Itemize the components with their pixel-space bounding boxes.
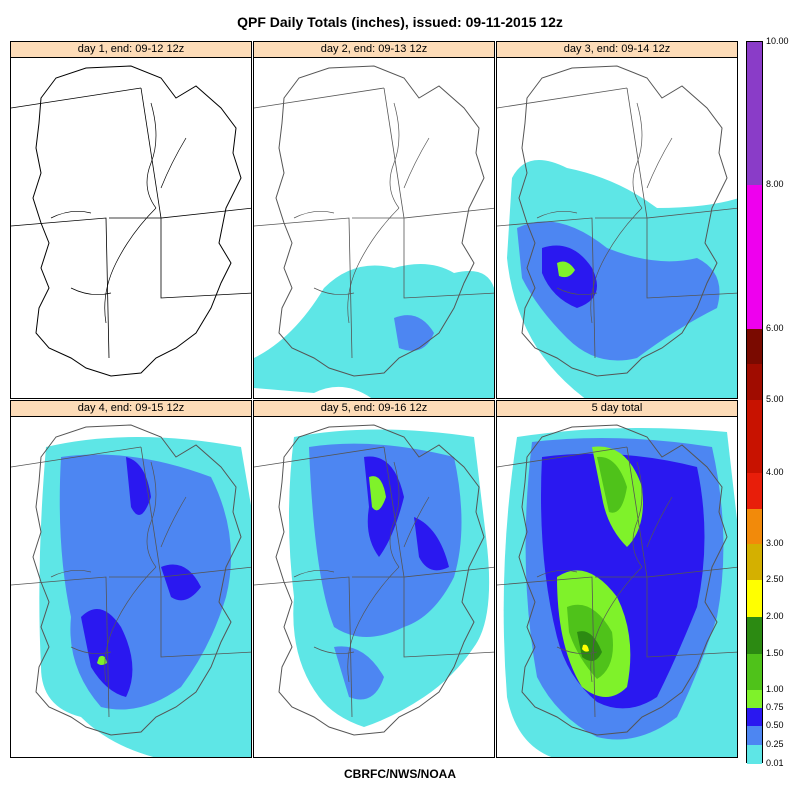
legend-color-swatch xyxy=(747,544,762,580)
legend-color-swatch xyxy=(747,708,762,726)
color-legend xyxy=(746,41,763,764)
map-panel: day 4, end: 09-15 12z xyxy=(10,400,252,758)
basin-outline xyxy=(275,424,485,736)
legend-color-swatch xyxy=(747,509,762,544)
map-panel: day 1, end: 09-12 12z xyxy=(10,41,252,399)
legend-label: 0.01 xyxy=(766,758,784,768)
precip-area xyxy=(567,456,627,679)
precip-area xyxy=(309,443,462,700)
legend-label: 6.00 xyxy=(766,323,784,333)
legend-label: 5.00 xyxy=(766,394,784,404)
precip-area xyxy=(254,264,494,398)
legend-label: 0.25 xyxy=(766,739,784,749)
basin-outline xyxy=(275,65,485,377)
river-lines xyxy=(536,461,673,683)
footer-credit: CBRFC/NWS/NOAA xyxy=(344,767,456,781)
precip-map xyxy=(254,424,494,736)
legend-label: 8.00 xyxy=(766,179,784,189)
panel-header: 5 day total xyxy=(497,401,737,417)
legend-color-swatch xyxy=(747,617,762,654)
precip-map xyxy=(11,65,251,377)
legend-label: 3.00 xyxy=(766,538,784,548)
legend-label: 1.50 xyxy=(766,648,784,658)
legend-label: 1.00 xyxy=(766,684,784,694)
basin-outline xyxy=(518,65,728,377)
legend-color-swatch xyxy=(747,364,762,400)
legend-color-swatch xyxy=(747,42,762,185)
river-lines xyxy=(50,461,187,683)
river-lines xyxy=(293,461,430,683)
legend-label: 10.00 xyxy=(766,36,789,46)
legend-label: 0.50 xyxy=(766,720,784,730)
precip-area xyxy=(542,245,597,308)
precip-area xyxy=(394,315,434,351)
panel-header: day 2, end: 09-13 12z xyxy=(254,42,494,58)
basin-outline xyxy=(32,65,242,377)
legend-color-swatch xyxy=(747,185,762,329)
panel-header: day 4, end: 09-15 12z xyxy=(11,401,251,417)
river-lines xyxy=(50,102,187,324)
legend-color-swatch xyxy=(747,580,762,617)
legend-label: 4.00 xyxy=(766,467,784,477)
state-boundaries xyxy=(11,446,251,718)
river-lines xyxy=(536,102,673,324)
precip-area xyxy=(557,261,575,278)
legend-color-swatch xyxy=(747,654,762,690)
precip-area xyxy=(81,457,201,697)
basin-outline xyxy=(518,424,728,736)
legend-color-swatch xyxy=(747,690,762,708)
map-title: QPF Daily Totals (inches), issued: 09-11… xyxy=(237,14,563,30)
legend-color-swatch xyxy=(747,329,762,364)
legend-label: 2.00 xyxy=(766,611,784,621)
legend-color-swatch xyxy=(747,473,762,509)
map-panel: day 5, end: 09-16 12z xyxy=(253,400,495,758)
precip-area xyxy=(369,476,386,511)
legend-label: 0.75 xyxy=(766,702,784,712)
precip-map xyxy=(11,424,251,757)
map-panel: 5 day total xyxy=(496,400,738,758)
map-panel: day 3, end: 09-14 12z xyxy=(496,41,738,399)
legend-color-swatch xyxy=(747,400,762,473)
panel-header: day 3, end: 09-14 12z xyxy=(497,42,737,58)
state-boundaries xyxy=(254,87,494,359)
river-lines xyxy=(293,102,430,324)
state-boundaries xyxy=(11,87,251,359)
precip-area xyxy=(364,456,449,571)
precip-area xyxy=(582,644,589,652)
panel-header: day 5, end: 09-16 12z xyxy=(254,401,494,417)
state-boundaries xyxy=(497,87,737,359)
precip-area xyxy=(97,655,107,665)
basin-outline xyxy=(32,424,242,736)
precip-map xyxy=(497,65,737,398)
state-boundaries xyxy=(497,446,737,718)
precip-map xyxy=(497,424,737,757)
precip-map xyxy=(254,65,494,398)
map-panel: day 2, end: 09-13 12z xyxy=(253,41,495,399)
legend-label: 2.50 xyxy=(766,574,784,584)
state-boundaries xyxy=(254,446,494,718)
legend-color-swatch xyxy=(747,745,762,764)
legend-color-swatch xyxy=(747,726,762,745)
panel-header: day 1, end: 09-12 12z xyxy=(11,42,251,58)
